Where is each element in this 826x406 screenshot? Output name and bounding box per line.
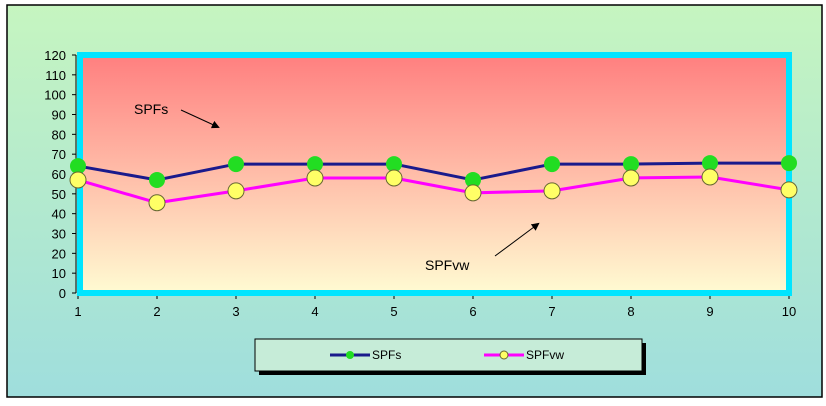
series-line-spfvw (77, 175, 790, 205)
x-tick-label: 6 (469, 304, 476, 319)
point-spfs (386, 156, 402, 173)
x-tick-label: 3 (232, 304, 239, 319)
point-spfvw (385, 169, 403, 187)
annotation-spfs: SPFs (134, 101, 168, 117)
x-tick-label: 8 (627, 304, 634, 319)
x-tick-label: 7 (548, 304, 555, 319)
x-tick-label: 10 (782, 304, 796, 319)
plot-area (80, 55, 789, 293)
point-spfs (623, 156, 639, 173)
legend-marker-spfs (346, 351, 354, 359)
point-spfvw (464, 184, 482, 202)
x-tick-label: 9 (706, 304, 713, 319)
y-tick-label: 110 (45, 68, 66, 83)
point-spfvw (69, 171, 87, 189)
y-tick-label: 0 (59, 286, 66, 301)
y-tick-label: 120 (44, 48, 66, 63)
point-spfs (228, 156, 244, 173)
y-tick-label: 100 (44, 88, 66, 103)
legend: SPFs SPFvw (254, 338, 646, 375)
legend-label-spfvw: SPFvw (526, 348, 564, 362)
legend-label-spfs: SPFs (372, 348, 401, 362)
point-spfvw (227, 182, 245, 200)
series-layer (77, 161, 790, 205)
y-tick-label: 50 (52, 187, 66, 202)
point-spfs (149, 171, 165, 188)
point-spfs (781, 155, 797, 172)
point-spfs (544, 156, 560, 173)
y-tick-label: 90 (52, 108, 66, 123)
y-tick-label: 20 (52, 246, 66, 261)
point-spfvw (148, 194, 166, 212)
y-axis: 0 10 20 30 40 50 60 70 80 90 100 110 120 (44, 48, 77, 301)
y-tick-label: 10 (52, 266, 66, 281)
point-spfs (70, 158, 86, 175)
point-spfvw (780, 181, 798, 199)
marker-layer (69, 155, 798, 212)
series-line-spfs (77, 161, 789, 182)
x-tick-label: 5 (390, 304, 397, 319)
point-spfs (307, 156, 323, 173)
annotation-spfvw-arrow (494, 222, 540, 257)
legend-marker-spfvw (499, 350, 509, 360)
point-spfvw (622, 169, 640, 187)
x-tick-label: 4 (311, 304, 318, 319)
y-tick-label: 60 (52, 167, 66, 182)
point-spfvw (701, 168, 719, 186)
legend-items: SPFs SPFvw (330, 348, 564, 362)
y-tick-label: 70 (52, 147, 66, 162)
point-spfs (702, 155, 718, 172)
point-spfvw (543, 182, 561, 200)
legend-box (254, 338, 643, 372)
point-spfs (465, 171, 481, 188)
point-spfvw (306, 169, 324, 187)
annotation-spfvw: SPFvw (425, 257, 470, 273)
annotation-spfs-arrow (180, 109, 220, 129)
y-tick-label: 80 (52, 127, 66, 142)
x-tick-label: 2 (153, 304, 160, 319)
x-tick-label: 1 (74, 304, 81, 319)
y-tick-label: 30 (52, 227, 66, 242)
y-tick-label: 40 (52, 207, 66, 222)
